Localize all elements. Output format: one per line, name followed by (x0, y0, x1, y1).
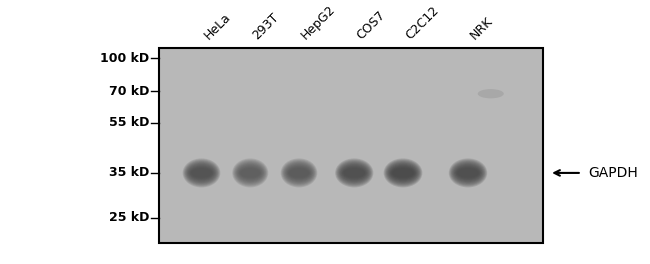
Ellipse shape (183, 158, 220, 187)
Text: 35 kD: 35 kD (109, 166, 150, 180)
Text: GAPDH: GAPDH (588, 166, 638, 180)
Ellipse shape (384, 158, 423, 187)
Text: C2C12: C2C12 (403, 4, 441, 42)
Ellipse shape (456, 166, 480, 180)
Ellipse shape (387, 162, 419, 184)
Ellipse shape (450, 159, 486, 187)
Text: 70 kD: 70 kD (109, 84, 150, 98)
Ellipse shape (281, 158, 317, 187)
Ellipse shape (282, 160, 316, 186)
Ellipse shape (341, 164, 368, 181)
Text: 100 kD: 100 kD (100, 51, 150, 65)
Ellipse shape (187, 164, 216, 182)
Bar (159, 48, 543, 243)
Ellipse shape (232, 158, 268, 187)
Text: NRK: NRK (468, 15, 496, 42)
Ellipse shape (454, 164, 482, 182)
Ellipse shape (451, 161, 485, 185)
Ellipse shape (384, 159, 422, 187)
Ellipse shape (188, 164, 215, 181)
Ellipse shape (285, 164, 313, 182)
Ellipse shape (236, 163, 265, 183)
Ellipse shape (335, 158, 373, 187)
Ellipse shape (452, 162, 484, 184)
Ellipse shape (233, 159, 268, 187)
Text: 293T: 293T (250, 11, 281, 42)
Ellipse shape (184, 160, 219, 186)
Ellipse shape (455, 165, 481, 181)
Ellipse shape (342, 166, 367, 180)
Text: 25 kD: 25 kD (109, 211, 150, 224)
Ellipse shape (237, 164, 263, 181)
Ellipse shape (339, 163, 370, 183)
Text: HepG2: HepG2 (299, 3, 339, 42)
Ellipse shape (338, 162, 370, 184)
Ellipse shape (188, 165, 215, 181)
Ellipse shape (286, 164, 312, 181)
Ellipse shape (386, 161, 420, 185)
Ellipse shape (385, 160, 421, 186)
Ellipse shape (341, 165, 367, 181)
Ellipse shape (183, 159, 220, 187)
Ellipse shape (454, 164, 482, 181)
Ellipse shape (235, 161, 266, 185)
Ellipse shape (185, 161, 218, 185)
Ellipse shape (387, 163, 419, 183)
Ellipse shape (284, 163, 314, 183)
Ellipse shape (336, 159, 372, 187)
Text: HeLa: HeLa (202, 11, 233, 42)
Ellipse shape (388, 164, 418, 182)
Ellipse shape (186, 162, 217, 184)
Ellipse shape (337, 161, 371, 185)
Ellipse shape (478, 89, 504, 98)
Ellipse shape (391, 166, 415, 180)
Ellipse shape (187, 163, 216, 183)
Ellipse shape (452, 163, 484, 183)
Ellipse shape (283, 162, 315, 184)
Ellipse shape (390, 165, 416, 181)
Ellipse shape (448, 158, 488, 187)
Ellipse shape (389, 164, 417, 181)
Ellipse shape (281, 159, 317, 187)
Ellipse shape (235, 162, 265, 184)
Ellipse shape (450, 160, 486, 186)
Text: 55 kD: 55 kD (109, 116, 150, 129)
Text: COS7: COS7 (354, 8, 388, 42)
Ellipse shape (340, 164, 369, 182)
Ellipse shape (337, 160, 372, 186)
Ellipse shape (283, 161, 315, 185)
Ellipse shape (237, 164, 264, 182)
Ellipse shape (233, 160, 267, 186)
